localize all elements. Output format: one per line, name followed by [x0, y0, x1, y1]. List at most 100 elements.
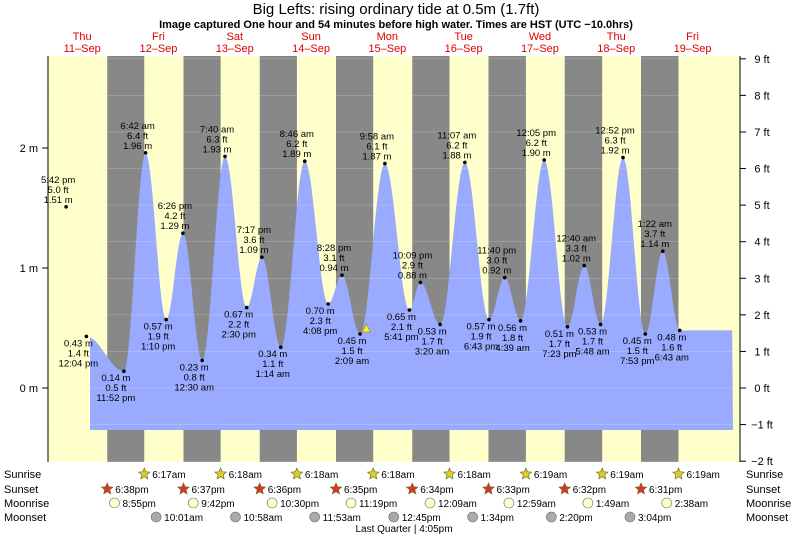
sunrise-icon [366, 467, 380, 480]
tide-label: 9:58 am [360, 132, 394, 143]
moonrise-icon [345, 497, 357, 509]
moonrise-row-label: Moonrise [4, 498, 49, 510]
sunset-row-label-right: Sunset [746, 484, 780, 496]
tide-label: 0.88 m [398, 270, 427, 281]
tide-point [677, 328, 682, 333]
day-date: 14–Sep [292, 43, 330, 55]
sunrise-time: 6:17am [152, 470, 185, 481]
sunrise-icon [214, 467, 228, 480]
tide-label: 0.67 m [224, 310, 253, 321]
day-date: 18–Sep [597, 43, 635, 55]
moonrise-time: 10:30pm [280, 499, 319, 510]
sunrise-time: 6:18am [381, 470, 414, 481]
y-right-tick-label: 2 ft [754, 310, 769, 322]
day-name: Sat [226, 31, 243, 43]
tide-point [438, 322, 442, 327]
tide-label: 4:39 am [495, 343, 529, 354]
tide-label: 1.7 ft [582, 336, 603, 347]
tide-label: 1.1 ft [262, 359, 283, 370]
tide-label: 1.93 m [202, 144, 231, 155]
sunset-time: 6:32pm [573, 485, 606, 496]
tide-label: 1.09 m [239, 245, 268, 256]
day-headers: Thu11–SepFri12–SepSat13–SepSun14–SepMon1… [64, 31, 712, 55]
tide-label: 0.8 ft [184, 372, 205, 383]
sunset-time: 6:31pm [649, 485, 682, 496]
day-name: Sun [301, 31, 321, 43]
tide-point [542, 158, 547, 162]
tide-label: 8:46 am [280, 129, 314, 140]
tide-label: 0.51 m [545, 329, 574, 340]
current-tide-marker [361, 323, 371, 333]
moonrise-time: 8:55pm [123, 499, 156, 510]
tide-point [407, 308, 412, 312]
sunset-row-label: Sunset [4, 484, 38, 496]
y-tick-label: 0 m [20, 383, 38, 395]
chart-title: Big Lefts: rising ordinary tide at 0.5m … [253, 1, 540, 18]
tide-point [487, 317, 491, 322]
sunrise-time: 6:19am [534, 470, 567, 481]
tide-label: 8:28 pm [317, 243, 351, 254]
y-right-tick-label: 5 ft [754, 200, 769, 212]
tide-point [358, 332, 362, 336]
day-name: Thu [607, 31, 626, 43]
y-right-tick-label: 9 ft [754, 54, 769, 66]
tide-label: 12:40 am [556, 234, 596, 245]
day-date: 19–Sep [674, 43, 712, 55]
tide-label: 1:10 pm [141, 342, 175, 353]
sunset-icon [253, 482, 267, 495]
tide-label: 6:26 pm [158, 201, 192, 212]
tide-point [502, 275, 507, 280]
tide-label: 1.51 m [44, 195, 73, 206]
sunset-icon [634, 482, 648, 495]
y-right-tick-label: 4 ft [754, 237, 769, 249]
sunset-icon [100, 482, 114, 495]
sunrise-row-label: Sunrise [4, 469, 41, 481]
tide-point [340, 273, 344, 278]
tide-label: 3.3 ft [566, 244, 587, 255]
tide-label: 1.6 ft [661, 342, 682, 353]
tide-label: 6.3 ft [604, 136, 625, 147]
tide-point [181, 231, 185, 235]
moonrise-time: 2:38am [675, 499, 708, 510]
chart-subtitle: Image captured One hour and 54 minutes b… [159, 19, 633, 31]
tide-label: 1.4 ft [68, 348, 89, 359]
moonrise-icon [109, 497, 120, 509]
tide-label: 7:40 am [200, 124, 234, 135]
moonset-time: 11:53am [323, 513, 361, 524]
y-right-tick-label: 0 ft [754, 383, 769, 395]
day-name: Thu [73, 31, 92, 43]
tide-point [565, 325, 570, 329]
tide-point [326, 302, 330, 306]
tide-label: 6.4 ft [127, 131, 148, 142]
day-date: 12–Sep [139, 43, 177, 55]
tide-point [518, 319, 523, 323]
sunrise-time: 6:19am [686, 470, 719, 481]
sunrise-icon [290, 467, 304, 480]
moonset-time: 1:34pm [481, 513, 514, 524]
moon-phase-label: Last Quarter | 4:05pm [355, 524, 452, 535]
tide-point [463, 160, 467, 165]
tide-label: 0.14 m [101, 373, 130, 384]
y-tick-label: 2 m [20, 143, 38, 155]
y-right-tick-label: 8 ft [754, 90, 769, 102]
tide-label: 1.8 ft [502, 333, 523, 344]
tide-label: 1.90 m [522, 148, 551, 159]
tide-label: 6.2 ft [526, 138, 547, 149]
tide-label: 6:43 am [655, 352, 689, 363]
tide-label: 0.45 m [623, 336, 652, 347]
tide-label: 1.9 ft [470, 332, 491, 343]
y-axis-feet: −2 ft −1 ft 0 ft 1 ft 2 ft 3 ft 4 ft 5 ft 6 ft 7 … [739, 54, 773, 468]
day-name: Fri [152, 31, 165, 43]
tide-label: 0.57 m [466, 322, 495, 333]
tide-label: 1.02 m [562, 254, 591, 265]
tide-label: 6:42 am [120, 121, 154, 132]
sunrise-icon [672, 467, 685, 480]
tide-label: 1.14 m [640, 239, 669, 250]
tide-point [643, 332, 648, 336]
tide-label: 7:23 pm [542, 349, 576, 360]
tide-label: 0.70 m [306, 306, 335, 317]
moonrise-icon [266, 497, 278, 509]
tide-label: 6.1 ft [366, 142, 387, 153]
